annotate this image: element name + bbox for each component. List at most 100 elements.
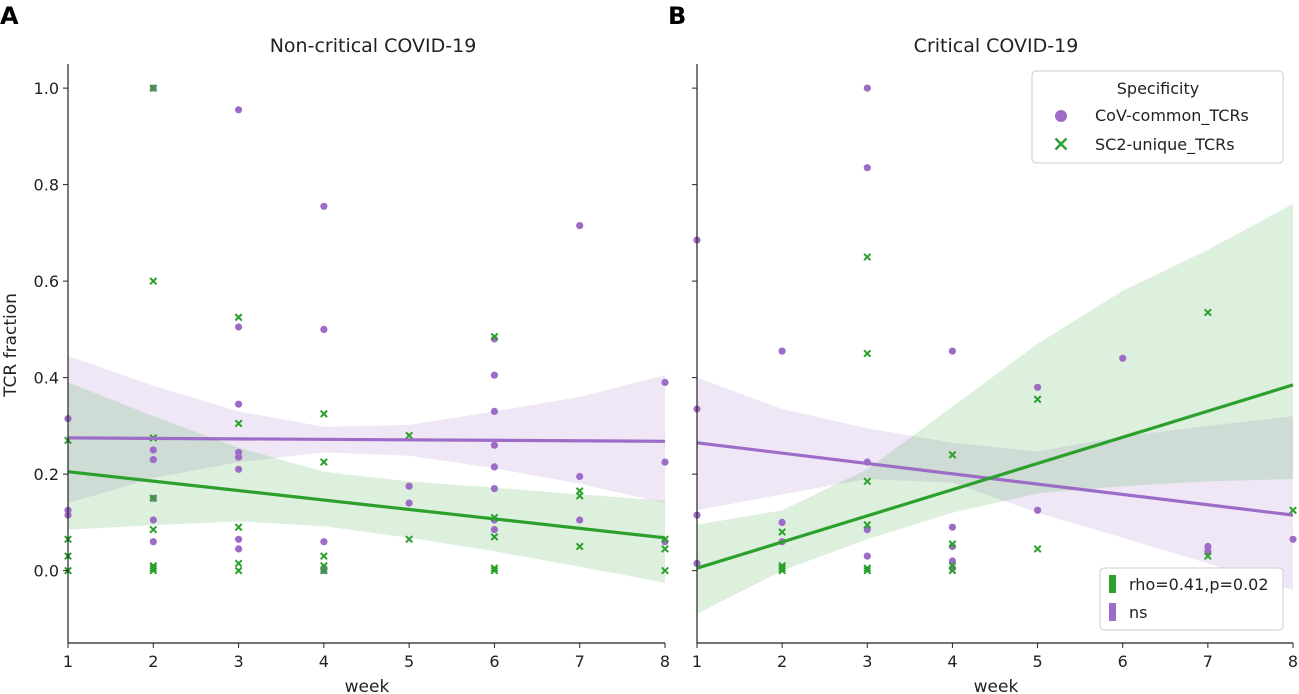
data-point-cov-common — [149, 538, 157, 546]
data-point-sc2-unique — [319, 458, 328, 466]
data-point-sc2-unique — [863, 520, 872, 529]
specificity-legend-title: Specificity — [1117, 79, 1199, 98]
data-point-cov-common — [1119, 354, 1127, 362]
data-point-cov-common — [576, 222, 584, 230]
panel-a-letter: A — [0, 2, 19, 30]
data-point-cov-common — [320, 325, 328, 333]
data-point-sc2-unique — [778, 528, 787, 536]
regression-line-sc2-unique — [67, 470, 666, 540]
data-point-cov-common — [149, 516, 157, 524]
data-point-sc2-unique — [149, 84, 158, 93]
data-point-sc2-unique — [1203, 552, 1212, 561]
x-tick-label: 6 — [489, 652, 499, 671]
data-point-sc2-unique — [575, 491, 584, 500]
panel-b-plot-area: 1 2 3 4 5 6 7 8 — [692, 64, 1298, 671]
data-point-cov-common — [863, 552, 871, 560]
stats-legend-green-swatch — [1109, 575, 1116, 593]
regression-line-cov-common — [696, 441, 1294, 517]
data-point-cov-common — [149, 456, 157, 464]
stats-legend-frame — [1099, 567, 1284, 631]
data-point-cov-common — [490, 526, 498, 534]
data-point-cov-common — [320, 538, 328, 546]
data-point-cov-common — [235, 465, 243, 473]
data-point-sc2-unique — [234, 523, 243, 532]
data-point-sc2-unique — [778, 564, 787, 573]
y-tick-label: 0.2 — [34, 465, 59, 484]
data-point-sc2-unique — [149, 494, 158, 503]
data-point-sc2-unique — [405, 431, 414, 440]
data-point-cov-common — [405, 499, 413, 507]
data-point-cov-common — [235, 453, 243, 461]
x-tick-label: 2 — [777, 652, 787, 671]
data-point-sc2-unique — [490, 332, 499, 341]
data-point-cov-common — [235, 323, 243, 331]
ci-band-cov-common — [697, 377, 1293, 590]
data-point-cov-common — [778, 347, 786, 355]
y-tick-label: 0.6 — [34, 272, 59, 291]
data-point-sc2-unique — [863, 564, 872, 573]
data-point-cov-common — [863, 84, 871, 92]
data-point-sc2-unique — [948, 450, 957, 459]
data-point-sc2-unique — [234, 419, 243, 428]
x-tick-label: 8 — [660, 652, 670, 671]
data-point-cov-common — [490, 371, 498, 379]
x-tick-label: 5 — [1032, 652, 1042, 671]
ci-band-sc2-unique — [697, 203, 1293, 614]
panel-a-y-axis-title: TCR fraction — [1, 293, 21, 398]
data-point-sc2-unique — [490, 564, 499, 573]
legend-x-icon — [1054, 137, 1068, 151]
data-point-cov-common — [490, 407, 498, 415]
data-point-sc2-unique — [948, 566, 957, 575]
x-tick-label: 8 — [1288, 652, 1298, 671]
data-point-sc2-unique — [319, 409, 328, 418]
data-point-cov-common — [948, 347, 957, 355]
data-point-cov-common — [863, 164, 871, 172]
data-point-sc2-unique — [149, 566, 158, 575]
data-point-sc2-unique — [661, 566, 669, 575]
data-point-sc2-unique — [149, 564, 158, 573]
data-point-cov-common — [235, 106, 243, 114]
legend-item-sc2-unique: SC2-unique_TCRs — [1095, 135, 1235, 155]
data-point-sc2-unique — [490, 566, 499, 575]
data-point-sc2-unique — [1289, 506, 1297, 515]
specificity-legend-frame — [1031, 70, 1284, 164]
x-tick-label: 6 — [1118, 652, 1128, 671]
data-point-cov-common — [405, 482, 413, 490]
data-point-sc2-unique — [1033, 545, 1042, 553]
data-point-sc2-unique — [149, 277, 158, 286]
data-point-sc2-unique — [234, 313, 243, 322]
data-point-cov-common — [235, 400, 243, 408]
data-point-cov-common — [778, 518, 786, 527]
data-point-sc2-unique — [863, 566, 872, 575]
panel-b: B Critical COVID-19 1 2 3 4 5 6 7 8 week — [668, 2, 1298, 694]
y-tick-label: 0.8 — [34, 176, 59, 195]
data-point-sc2-unique — [490, 532, 499, 541]
data-point-sc2-unique — [234, 559, 243, 568]
x-tick-label: 3 — [862, 652, 872, 671]
data-point-sc2-unique — [149, 525, 158, 534]
data-point-sc2-unique — [863, 253, 872, 261]
stats-legend-purple-swatch — [1109, 603, 1116, 621]
data-point-cov-common — [576, 516, 584, 524]
data-point-sc2-unique — [863, 349, 872, 358]
x-tick-label: 5 — [404, 652, 414, 671]
data-point-sc2-unique — [1203, 308, 1212, 317]
stats-legend-ns-label: ns — [1129, 603, 1147, 622]
data-point-cov-common — [576, 472, 584, 481]
panel-b-x-axis-title: week — [974, 677, 1019, 694]
data-point-sc2-unique — [405, 535, 414, 544]
data-point-cov-common — [490, 463, 498, 471]
x-tick-label: 7 — [575, 652, 585, 671]
data-point-cov-common — [661, 378, 669, 386]
regression-line-sc2-unique — [696, 383, 1294, 570]
stats-legend-rho-label: rho=0.41,p=0.02 — [1129, 575, 1269, 594]
data-point-sc2-unique — [575, 542, 584, 551]
panel-a-title: Non-critical COVID-19 — [270, 35, 477, 57]
x-tick-label: 1 — [692, 652, 702, 671]
legend-item-cov-common: CoV-common_TCRs — [1095, 106, 1249, 126]
panel-b-title: Critical COVID-19 — [914, 35, 1079, 57]
data-point-sc2-unique — [948, 540, 957, 548]
regression-line-cov-common — [67, 436, 666, 443]
data-point-cov-common — [1034, 506, 1042, 514]
